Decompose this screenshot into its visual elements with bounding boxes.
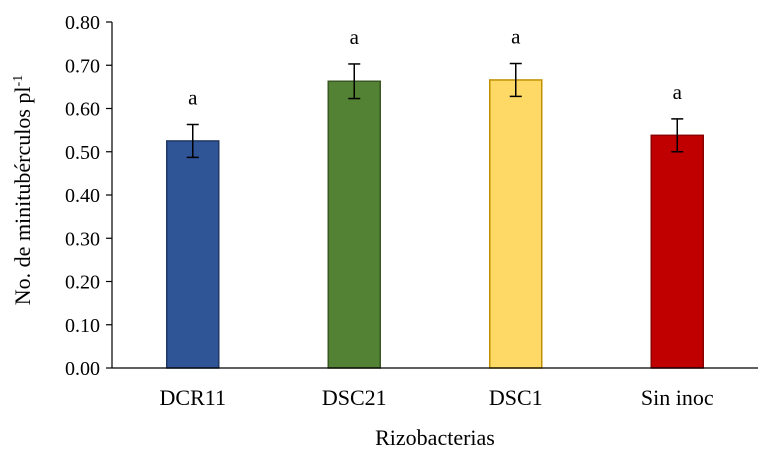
y-tick-label: 0.50 [65,142,100,164]
bar [166,140,220,369]
bar [650,134,704,369]
y-tick-label: 0.80 [65,12,100,34]
y-tick-label: 0.20 [65,272,100,294]
significance-letter: a [350,25,360,49]
y-tick-label: 0.30 [65,228,100,250]
y-axis-title-superscript: -1 [11,75,26,87]
y-tick-label: 0.00 [65,358,100,380]
significance-labels: a a a a [188,25,683,110]
y-tick-label: 0.40 [65,185,100,207]
significance-letter: a [673,80,683,104]
category-label: Sin inoc [641,385,714,410]
category-label: DCR11 [160,385,226,410]
x-axis-title: Rizobacterias [375,425,495,450]
y-tick-label: 0.70 [65,55,100,77]
x-axis-categories: DCR11 DSC21 DSC1 Sin inoc [160,385,714,410]
bar [489,79,543,369]
y-tick-label: 0.10 [65,315,100,337]
category-label: DSC1 [489,385,543,410]
bar [327,80,381,369]
bars [166,79,704,369]
significance-letter: a [511,25,521,49]
error-bars [186,62,684,159]
y-axis-title: No. de minitubérculos pl-1 [10,75,35,305]
y-axis-title-main: No. de minitubérculos pl [10,86,35,305]
y-axis-ticks: 0.00 0.10 0.20 0.30 0.40 0.50 0.60 0.70 0.80 [65,12,112,380]
y-tick-label: 0.60 [65,99,100,121]
significance-letter: a [188,86,198,110]
category-label: DSC21 [322,385,387,410]
